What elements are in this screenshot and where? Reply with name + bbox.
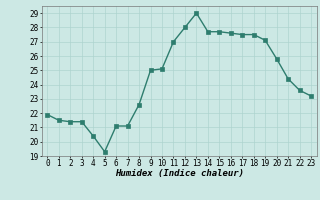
X-axis label: Humidex (Indice chaleur): Humidex (Indice chaleur) [115, 169, 244, 178]
